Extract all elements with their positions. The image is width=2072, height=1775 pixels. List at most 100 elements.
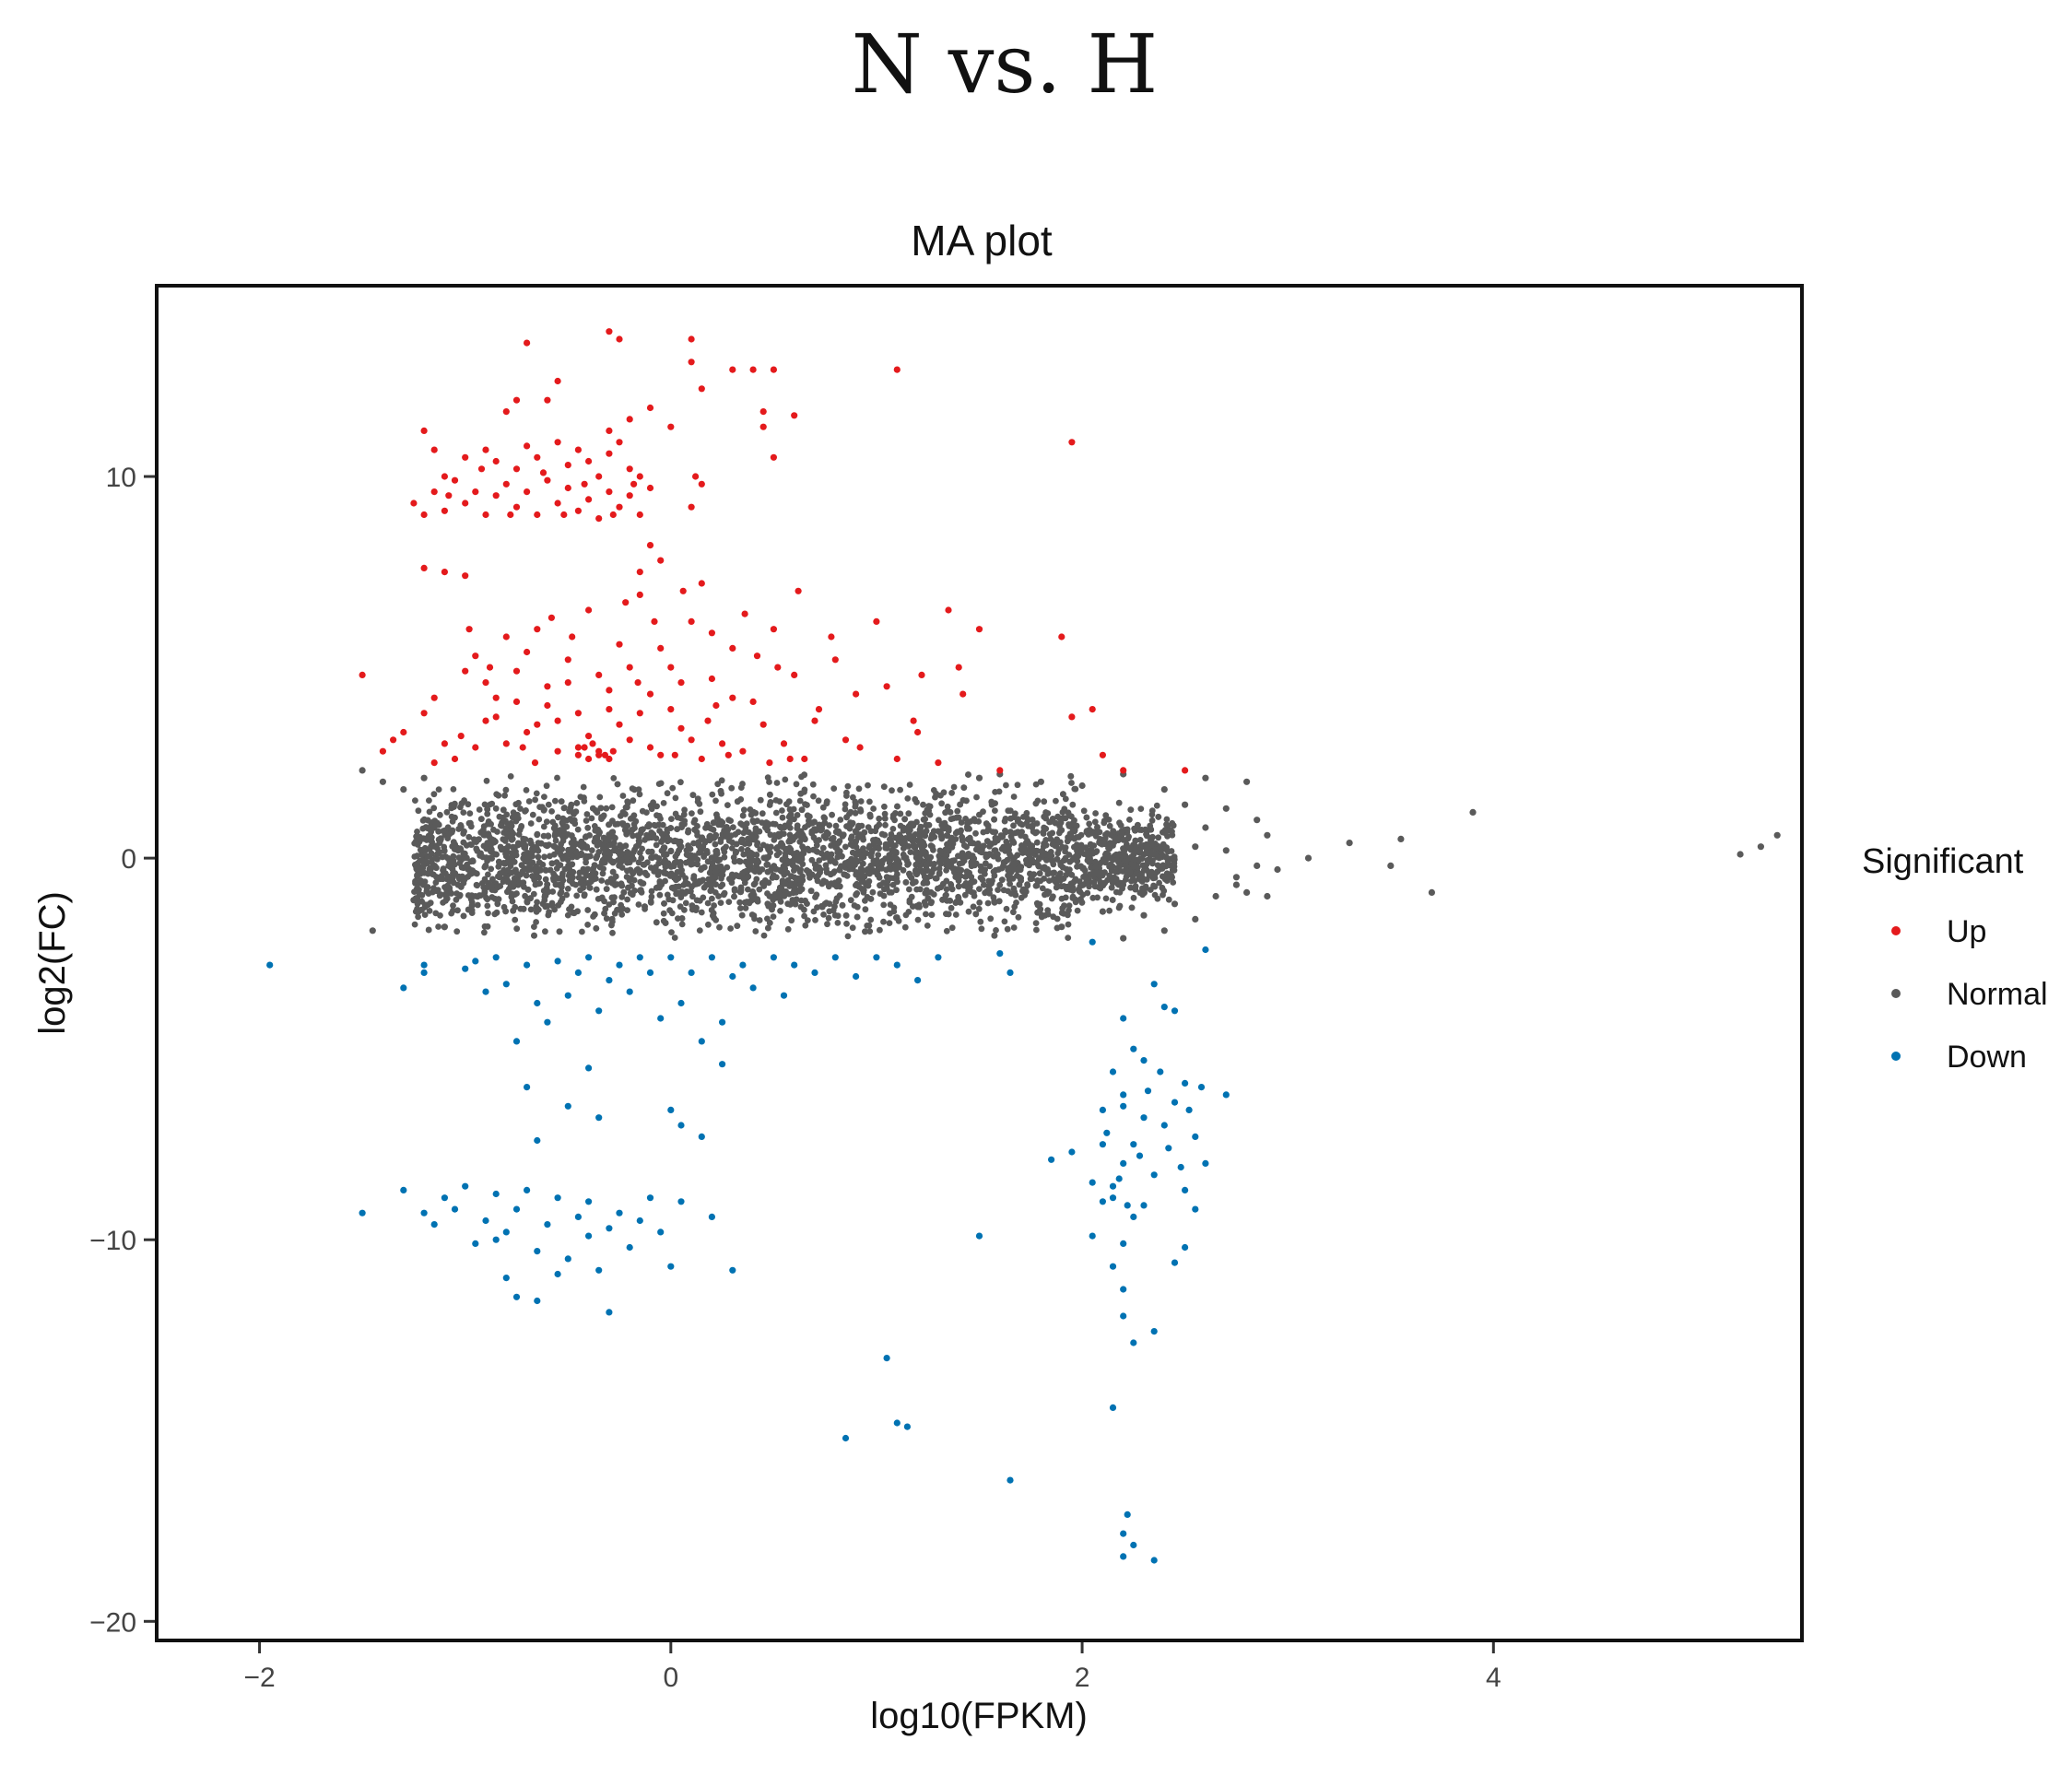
up-point (626, 465, 633, 473)
normal-point (891, 817, 898, 824)
down-point (512, 1038, 521, 1045)
normal-point (490, 837, 498, 844)
up-point (657, 644, 665, 652)
normal-point (970, 840, 977, 847)
normal-point (775, 830, 783, 838)
up-point (420, 427, 428, 434)
normal-point (866, 798, 873, 805)
normal-point (1108, 884, 1115, 891)
down-point (462, 1182, 469, 1190)
up-point (492, 457, 500, 465)
normal-point (1069, 801, 1077, 808)
normal-point (769, 906, 775, 913)
normal-point (1397, 835, 1405, 843)
normal-point (540, 823, 547, 830)
normal-point (476, 892, 483, 899)
normal-point (532, 796, 538, 804)
normal-point (724, 802, 731, 808)
down-point (512, 1293, 521, 1300)
normal-point (438, 891, 444, 898)
normal-point (792, 900, 799, 908)
x-tick-label: 4 (1486, 1663, 1501, 1693)
up-point (636, 591, 643, 599)
normal-point (460, 912, 467, 920)
normal-point (794, 825, 801, 832)
normal-point (1013, 899, 1019, 906)
normal-point (1089, 869, 1097, 876)
normal-point (489, 800, 496, 807)
down-point (1202, 946, 1209, 954)
normal-point (1027, 842, 1034, 849)
normal-point (582, 833, 589, 840)
up-point (502, 408, 510, 416)
normal-point (574, 826, 582, 833)
normal-point (963, 843, 970, 851)
normal-point (627, 816, 634, 822)
normal-point (584, 922, 591, 928)
normal-point (1007, 880, 1013, 888)
normal-point (964, 823, 971, 830)
normal-point (754, 898, 761, 905)
up-point (585, 457, 593, 465)
down-point (564, 1255, 571, 1263)
normal-point (955, 814, 962, 821)
normal-point (988, 880, 995, 887)
normal-point (790, 805, 797, 813)
normal-point (957, 873, 964, 879)
up-point (646, 542, 654, 549)
normal-point (926, 859, 933, 865)
normal-point (717, 899, 724, 906)
normal-point (886, 855, 892, 863)
up-point (688, 617, 695, 626)
normal-point (960, 784, 968, 791)
normal-point (875, 852, 882, 858)
normal-point (549, 888, 557, 895)
up-point (698, 385, 705, 393)
normal-point (412, 838, 419, 845)
normal-point (1101, 817, 1108, 825)
normal-point (610, 899, 617, 906)
normal-point (809, 781, 817, 788)
normal-point (536, 866, 543, 874)
normal-point (478, 880, 486, 887)
normal-point (766, 920, 773, 926)
normal-point (959, 833, 965, 840)
normal-point (995, 788, 1003, 795)
normal-point (962, 880, 970, 887)
down-point (1177, 1163, 1184, 1171)
normal-point (1126, 868, 1134, 876)
normal-point (440, 828, 447, 835)
normal-point (483, 777, 490, 784)
normal-point (977, 875, 984, 881)
normal-point (502, 786, 510, 793)
normal-point (910, 903, 916, 910)
normal-point (1060, 791, 1066, 798)
normal-point (844, 933, 852, 940)
normal-point (773, 852, 781, 859)
normal-point (430, 824, 438, 831)
down-point (606, 1309, 613, 1316)
normal-point (709, 895, 715, 902)
normal-point (598, 877, 606, 884)
normal-point (515, 799, 522, 806)
up-point (766, 759, 773, 767)
normal-point (1066, 858, 1074, 865)
normal-point (527, 837, 534, 844)
normal-point (817, 869, 823, 876)
normal-point (1387, 862, 1395, 870)
normal-point (624, 896, 630, 903)
up-point (482, 717, 489, 724)
normal-point (1014, 852, 1021, 859)
normal-point (954, 829, 960, 836)
y-tick-label: −10 (89, 1226, 136, 1256)
normal-point (434, 887, 441, 893)
normal-point (647, 802, 654, 809)
normal-point (484, 896, 491, 903)
legend-label-down: Down (1947, 1040, 2027, 1075)
normal-point (882, 840, 889, 848)
normal-point (880, 918, 887, 925)
normal-point (660, 800, 667, 806)
normal-point (1222, 805, 1230, 812)
up-point (679, 587, 687, 594)
up-point (512, 465, 521, 473)
